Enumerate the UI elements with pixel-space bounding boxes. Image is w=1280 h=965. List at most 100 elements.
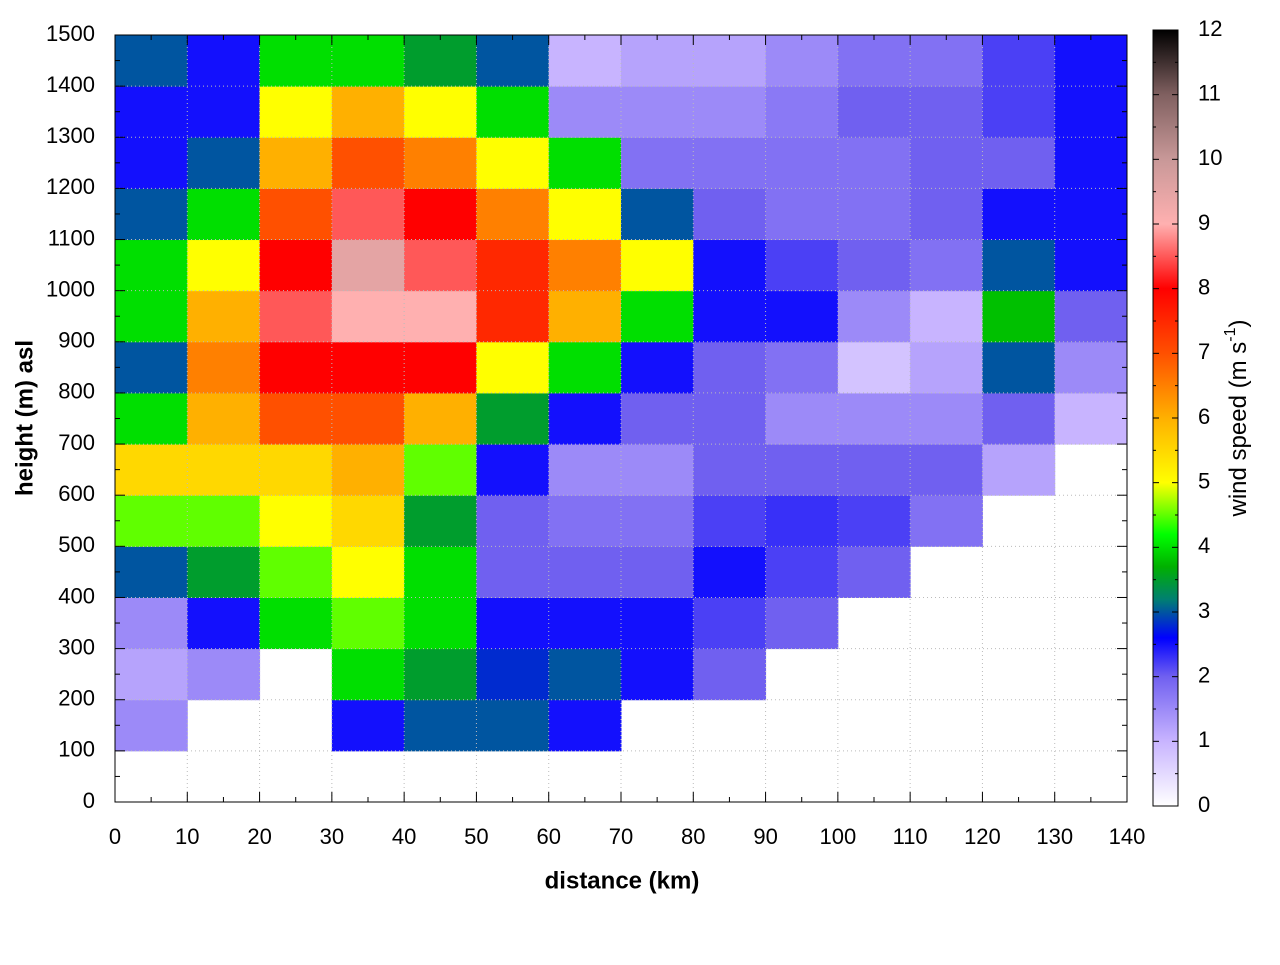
- heat-cell: [548, 597, 622, 650]
- heat-cell: [765, 188, 839, 241]
- heat-cell: [115, 239, 188, 292]
- heat-cell: [331, 35, 405, 87]
- heat-cell: [187, 341, 261, 394]
- heat-cell: [765, 239, 839, 292]
- heat-cell: [693, 137, 767, 189]
- heat-cell: [187, 35, 261, 87]
- heat-cell: [115, 341, 188, 394]
- heat-cell: [187, 597, 261, 650]
- heat-cell: [765, 495, 839, 547]
- heat-cell: [331, 188, 405, 241]
- heat-cell: [982, 188, 1056, 241]
- heat-cell: [837, 392, 911, 445]
- y-tick-label: 700: [58, 430, 95, 455]
- heat-cell: [837, 546, 911, 598]
- heat-cell: [1054, 35, 1128, 87]
- y-tick-label: 1100: [48, 225, 95, 250]
- heat-cell: [259, 239, 333, 292]
- heat-cell: [910, 392, 983, 445]
- heat-cell: [837, 444, 911, 496]
- heat-cell: [765, 392, 839, 445]
- heat-cell: [187, 239, 261, 292]
- heat-cell: [837, 188, 911, 241]
- heat-cell: [331, 290, 405, 343]
- heat-cell: [693, 495, 767, 547]
- heat-cell: [115, 86, 188, 138]
- heat-cell: [404, 86, 477, 138]
- heat-cell: [404, 546, 477, 598]
- heat-cell: [1054, 392, 1128, 445]
- heat-cell: [982, 137, 1056, 189]
- heat-cell: [693, 341, 767, 394]
- axes: 0 10 20 30 40 50 60 70 80 90 100 110 120 130 140010020…: [46, 21, 1145, 849]
- heat-cell: [621, 392, 694, 445]
- heat-cell: [765, 86, 839, 138]
- y-tick-label: 500: [58, 532, 95, 557]
- heat-cell: [404, 597, 477, 650]
- heat-cell: [331, 341, 405, 394]
- heat-cell: [259, 444, 333, 496]
- x-tick-label: 110: [893, 824, 928, 849]
- heat-cell: [259, 546, 333, 598]
- heat-cell: [548, 546, 622, 598]
- heat-cell: [693, 35, 767, 87]
- heat-cell: [621, 495, 694, 547]
- heat-cell: [115, 444, 188, 496]
- heat-cell: [404, 495, 477, 547]
- heat-cell: [331, 546, 405, 598]
- y-tick-label: 1000: [46, 276, 95, 301]
- y-tick-label: 300: [58, 634, 95, 659]
- heat-cell: [693, 188, 767, 241]
- heat-cell: [476, 597, 550, 650]
- heat-cell: [476, 35, 550, 87]
- heat-cell: [621, 444, 694, 496]
- heat-cell: [693, 290, 767, 343]
- y-tick-label: 100: [58, 737, 95, 762]
- heat-cell: [910, 137, 983, 189]
- heat-cell: [259, 137, 333, 189]
- heat-cell: [259, 495, 333, 547]
- heat-cell: [837, 290, 911, 343]
- heat-cell: [1054, 341, 1128, 394]
- x-tick-label: 0: [109, 824, 121, 849]
- heat-cell: [187, 392, 261, 445]
- heat-cell: [621, 86, 694, 138]
- colorbar-label-end: ): [1225, 320, 1252, 328]
- heat-cell: [187, 444, 261, 496]
- heat-cell: [259, 290, 333, 343]
- heat-cell: [548, 137, 622, 189]
- heat-cell: [982, 35, 1056, 87]
- heat-cell: [765, 341, 839, 394]
- heat-cell: [837, 137, 911, 189]
- heat-cell: [331, 239, 405, 292]
- x-tick-label: 140: [1109, 824, 1146, 849]
- colorbar-tick-label: 12: [1198, 16, 1222, 41]
- heat-cell: [331, 699, 405, 752]
- colorbar-label-sup: -1: [1222, 327, 1239, 341]
- x-tick-label: 20: [247, 824, 271, 849]
- heat-cell: [765, 137, 839, 189]
- y-tick-label: 800: [58, 379, 95, 404]
- heat-cell: [187, 188, 261, 241]
- heat-cell: [259, 188, 333, 241]
- heat-cell: [548, 648, 622, 701]
- heat-cell: [1054, 290, 1128, 343]
- heat-cell: [1054, 86, 1128, 138]
- heat-cell: [621, 35, 694, 87]
- heat-cell: [115, 495, 188, 547]
- heat-cell: [693, 546, 767, 598]
- colorbar-label: wind speed (m s-1): [1222, 320, 1252, 518]
- heat-cell: [476, 699, 550, 752]
- heat-cell: [115, 188, 188, 241]
- heat-cell: [621, 648, 694, 701]
- colorbar-tick-label: 2: [1198, 662, 1210, 687]
- heat-cell: [187, 648, 261, 701]
- colorbar-tick-label: 6: [1198, 404, 1210, 429]
- x-tick-label: 120: [964, 824, 1001, 849]
- x-axis-label: distance (km): [545, 867, 700, 894]
- plot-frame: [114, 34, 1128, 803]
- y-tick-label: 400: [58, 583, 95, 608]
- heat-cell: [404, 188, 477, 241]
- heat-cell: [259, 392, 333, 445]
